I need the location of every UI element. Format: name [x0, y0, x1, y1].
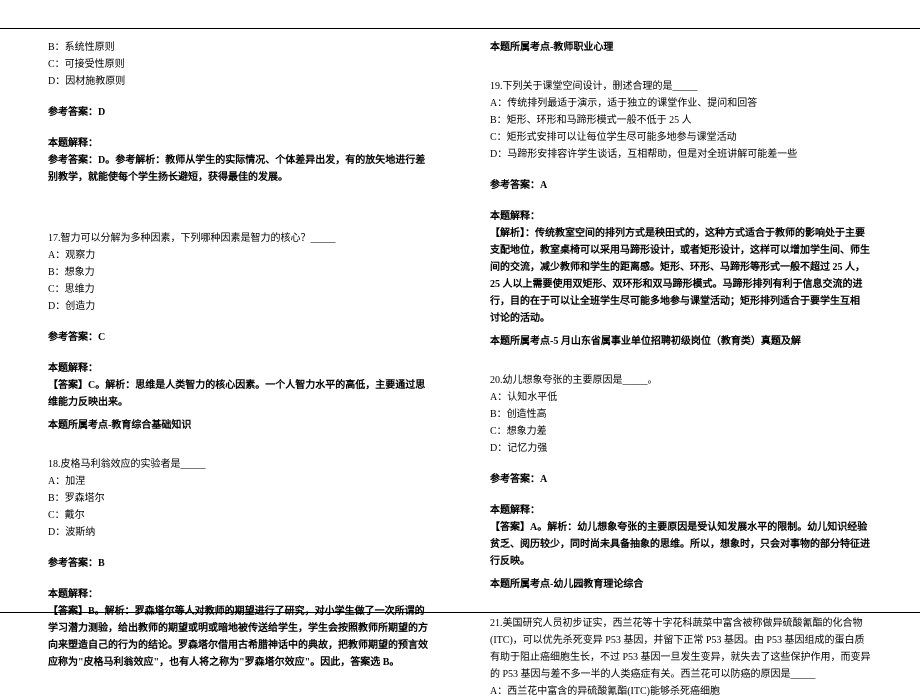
- q18-stem: 18.皮格马利翁效应的实验者是_____: [48, 456, 430, 473]
- q20-exp-title: 本题解释：: [490, 502, 872, 519]
- q19-option-c: C：矩形式安排可以让每位学生尽可能多地参与课堂活动: [490, 129, 872, 146]
- q21-option-a: A：西兰花中富含的异硫酸氰酯(ITC)能够杀死癌细胞: [490, 683, 872, 700]
- q18-topic: 本题所属考点-教师职业心理: [490, 39, 872, 56]
- q19-stem: 19.下列关于课堂空间设计，删述合理的是_____: [490, 78, 872, 95]
- option-b: B：系统性原则: [48, 39, 430, 56]
- q19-exp-title: 本题解释：: [490, 208, 872, 225]
- q20-answer: 参考答案：A: [490, 471, 872, 488]
- q20-option-b: B：创造性高: [490, 406, 872, 423]
- explanation-text: 参考答案：D。参考解析：教师从学生的实际情况、个体差异出发，有的放矢地进行差别教…: [48, 152, 430, 186]
- q17-option-b: B：想象力: [48, 264, 430, 281]
- answer-label: 参考答案：D: [48, 104, 430, 121]
- q21-stem: 21.美国研究人员初步证实，西兰花等十字花科蔬菜中富含被称做异硫酸氰酯的化合物(…: [490, 615, 872, 683]
- q19-exp: 【解析】：传统教室空间的排列方式是秧田式的，这种方式适合于教师的影响处于主要支配…: [490, 225, 872, 327]
- q17-exp-title: 本题解释：: [48, 360, 430, 377]
- q20-option-d: D：记忆力强: [490, 440, 872, 457]
- q17-option-a: A：观察力: [48, 247, 430, 264]
- q19-option-d: D：马蹄形安排容许学生谈话，互相帮助，但是对全班讲解可能差一些: [490, 146, 872, 163]
- q17-option-d: D：创造力: [48, 298, 430, 315]
- q20-option-a: A：认知水平低: [490, 389, 872, 406]
- explanation-title: 本题解释：: [48, 135, 430, 152]
- q18-exp: 【答案】B。解析：罗森塔尔等人对教师的期望进行了研究，对小学生做了一次所谓的学习…: [48, 603, 430, 671]
- q19-option-b: B：矩形、环形和马蹄形模式一般不低于 25 人: [490, 112, 872, 129]
- q18-option-d: D：波斯纳: [48, 524, 430, 541]
- q18-option-b: B：罗森塔尔: [48, 490, 430, 507]
- right-column: 本题所属考点-教师职业心理 19.下列关于课堂空间设计，删述合理的是_____ …: [490, 39, 872, 602]
- q17-topic: 本题所属考点-教育综合基础知识: [48, 417, 430, 434]
- q20-stem: 20.幼儿想象夸张的主要原因是_____。: [490, 372, 872, 389]
- option-d: D：因材施教原则: [48, 73, 430, 90]
- q19-topic: 本题所属考点-5 月山东省属事业单位招聘初级岗位（教育类）真题及解: [490, 333, 872, 350]
- q18-option-c: C：戴尔: [48, 507, 430, 524]
- q20-option-c: C：想象力差: [490, 423, 872, 440]
- option-c: C：可接受性原则: [48, 56, 430, 73]
- q17-stem: 17.智力可以分解为多种因素，下列哪种因素是智力的核心？_____: [48, 230, 430, 247]
- q18-answer: 参考答案：B: [48, 555, 430, 572]
- page-container: B：系统性原则 C：可接受性原则 D：因材施教原则 参考答案：D 本题解释： 参…: [0, 28, 920, 613]
- q18-option-a: A：加涅: [48, 473, 430, 490]
- left-column: B：系统性原则 C：可接受性原则 D：因材施教原则 参考答案：D 本题解释： 参…: [48, 39, 430, 602]
- q17-exp: 【答案】C。解析：思维是人类智力的核心因素。一个人智力水平的高低，主要通过思维能…: [48, 377, 430, 411]
- q17-answer: 参考答案：C: [48, 329, 430, 346]
- q20-exp: 【答案】A。解析：幼儿想象夸张的主要原因是受认知发展水平的限制。幼儿知识经验贫乏…: [490, 519, 872, 570]
- q19-answer: 参考答案：A: [490, 177, 872, 194]
- q17-option-c: C：思维力: [48, 281, 430, 298]
- q19-option-a: A：传统排列最适于演示，适于独立的课堂作业、提问和回答: [490, 95, 872, 112]
- q20-topic: 本题所属考点-幼儿园教育理论综合: [490, 576, 872, 593]
- q18-exp-title: 本题解释：: [48, 586, 430, 603]
